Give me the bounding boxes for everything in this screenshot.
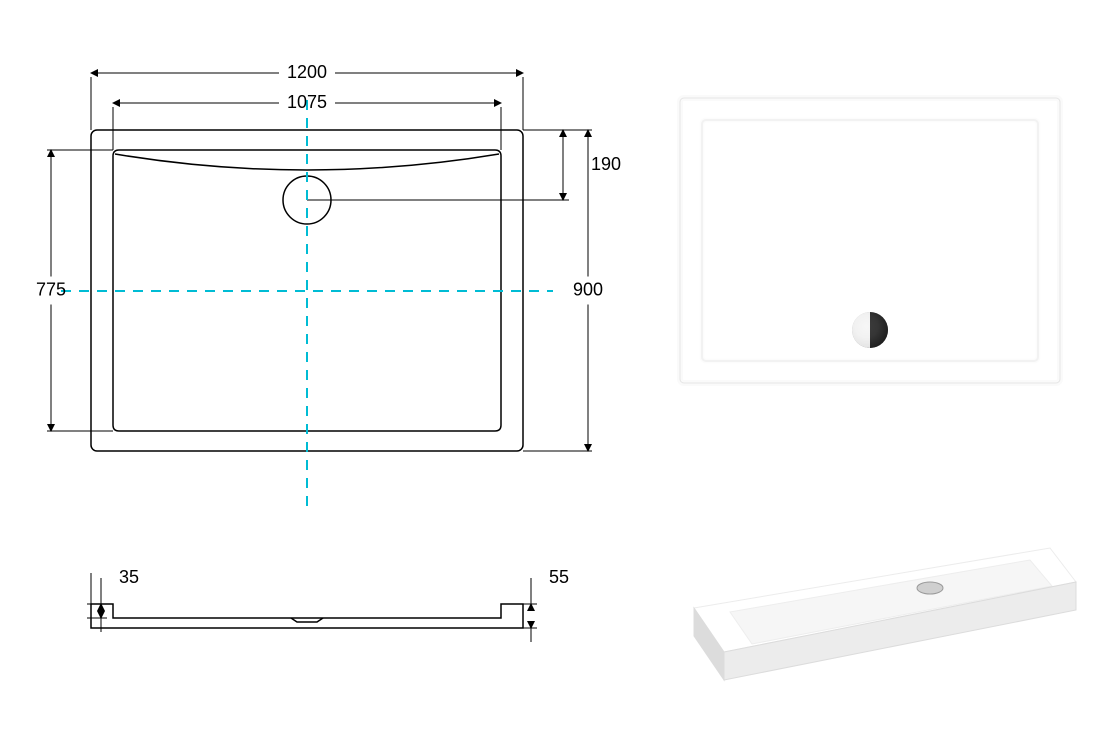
dim-inner-height: 775 [36, 279, 66, 299]
elevation-profile [91, 604, 523, 628]
dim-drain-offset: 190 [591, 154, 621, 174]
dim-outer-depth: 55 [549, 567, 569, 587]
render-iso [694, 548, 1076, 680]
technical-drawing: 1200 1075 900 775 190 35 55 [0, 0, 1120, 750]
render-top [680, 98, 1060, 383]
dim-inner-depth: 35 [119, 567, 139, 587]
dim-overall-width: 1200 [287, 62, 327, 82]
dim-overall-height: 900 [573, 279, 603, 299]
dim-inner-width: 1075 [287, 92, 327, 112]
